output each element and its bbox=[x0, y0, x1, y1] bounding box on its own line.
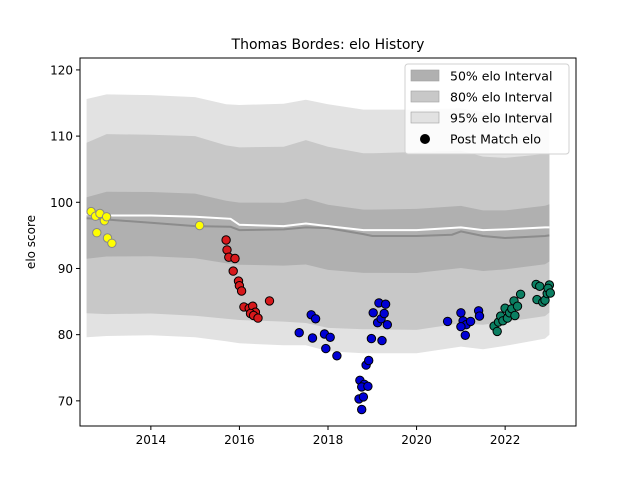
legend-marker bbox=[420, 134, 430, 144]
match-point bbox=[264, 296, 275, 306]
match-point bbox=[101, 212, 112, 222]
band-50 bbox=[86, 191, 550, 273]
x-tick-label: 2016 bbox=[224, 433, 255, 447]
match-point bbox=[194, 220, 205, 231]
match-point bbox=[515, 289, 526, 299]
legend-label: Post Match elo bbox=[450, 132, 541, 147]
match-point bbox=[380, 299, 391, 309]
x-tick-label: 2018 bbox=[313, 433, 344, 447]
x-tick-label: 2014 bbox=[136, 433, 167, 447]
y-tick-label: 90 bbox=[58, 262, 73, 276]
elo-line-0 bbox=[86, 213, 550, 232]
legend-label: 80% elo Interval bbox=[450, 90, 552, 105]
elo-lines bbox=[86, 213, 550, 240]
match-point bbox=[230, 253, 240, 264]
match-point bbox=[357, 404, 367, 415]
match-point bbox=[460, 330, 470, 340]
match-point bbox=[535, 281, 545, 291]
match-point bbox=[456, 322, 466, 332]
y-axis-label: elo score bbox=[24, 215, 38, 269]
match-point bbox=[228, 266, 238, 276]
match-point bbox=[492, 326, 502, 337]
match-point bbox=[474, 311, 485, 321]
match-point bbox=[364, 355, 374, 366]
match-point bbox=[325, 332, 335, 342]
match-point bbox=[465, 316, 476, 327]
y-tick-label: 110 bbox=[50, 130, 73, 144]
y-tick-label: 80 bbox=[58, 328, 73, 342]
chart-title: Thomas Bordes: elo History bbox=[231, 37, 425, 53]
match-point bbox=[382, 320, 392, 330]
legend-label: 50% elo Interval bbox=[450, 69, 552, 84]
match-point bbox=[545, 288, 555, 298]
y-tick-label: 100 bbox=[50, 196, 73, 210]
y-tick-label: 70 bbox=[58, 394, 73, 408]
match-point bbox=[363, 381, 373, 391]
post-match-points bbox=[86, 206, 555, 415]
match-point bbox=[512, 301, 523, 311]
legend-swatch bbox=[410, 111, 440, 124]
match-point bbox=[358, 392, 369, 402]
match-point bbox=[294, 328, 304, 338]
match-point bbox=[379, 308, 389, 319]
match-point bbox=[368, 308, 378, 318]
legend-swatch bbox=[410, 69, 440, 82]
match-point bbox=[510, 310, 520, 321]
match-point bbox=[332, 351, 342, 361]
legend: 50% elo Interval 80% elo Interval 95% elo … bbox=[404, 63, 570, 155]
match-point bbox=[366, 333, 377, 344]
match-point bbox=[321, 343, 331, 354]
match-point bbox=[236, 286, 247, 296]
x-tick-label: 2020 bbox=[401, 433, 432, 447]
match-point bbox=[253, 313, 263, 323]
match-point bbox=[377, 335, 387, 346]
interval-bands bbox=[86, 94, 550, 354]
x-axis: 2014 2016 2018 2020 2022 bbox=[136, 426, 521, 447]
legend-label: 95% elo Interval bbox=[450, 111, 552, 126]
x-tick-label: 2022 bbox=[490, 433, 521, 447]
y-axis: 70 80 90 100 110 120 bbox=[50, 63, 80, 408]
legend-box bbox=[404, 63, 570, 155]
match-point bbox=[310, 314, 321, 324]
legend-swatch bbox=[410, 90, 440, 103]
match-point bbox=[107, 238, 117, 249]
match-point bbox=[221, 235, 231, 245]
elo-line-1 bbox=[86, 217, 550, 240]
y-tick-label: 120 bbox=[50, 63, 73, 77]
match-point bbox=[442, 316, 453, 327]
match-point bbox=[307, 333, 318, 343]
match-point bbox=[456, 308, 466, 318]
match-point bbox=[92, 228, 102, 238]
